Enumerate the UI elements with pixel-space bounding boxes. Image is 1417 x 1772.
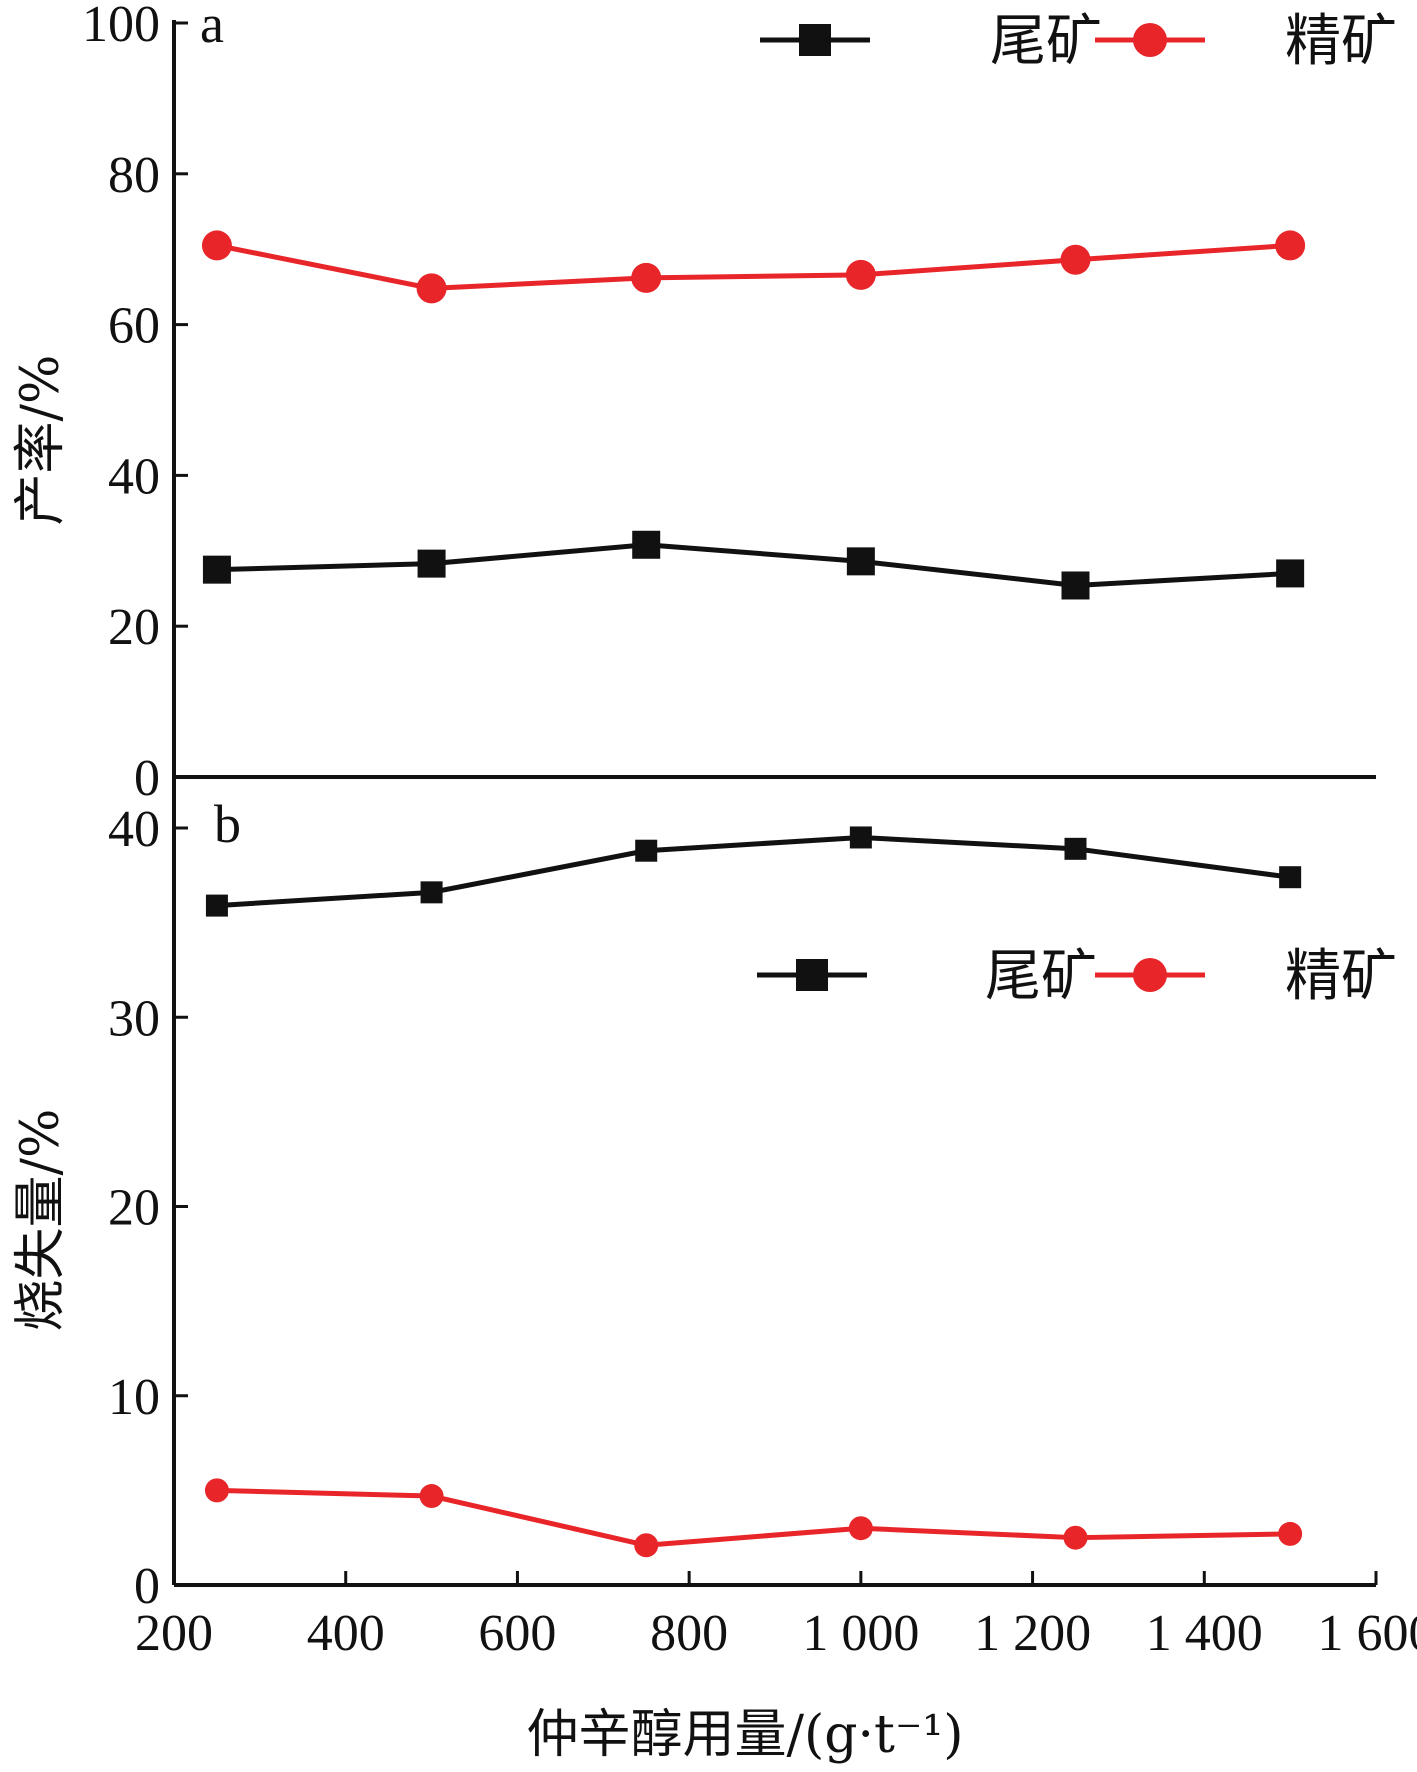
concentrate-point-marker [1275, 230, 1306, 261]
legend-tailings-marker [796, 959, 828, 991]
x-tick-label: 1 200 [974, 1605, 1091, 1662]
tailings-point-marker [205, 894, 228, 917]
concentrate-point-marker [416, 273, 447, 304]
tailings-series-line [216, 542, 1291, 588]
y-tick-label: 20 [108, 1180, 160, 1237]
legend-tailings-label: 尾矿 [990, 9, 1102, 74]
x-tick-label: 200 [135, 1605, 213, 1662]
tailings-point-marker [1276, 559, 1305, 588]
tailings-point-marker [849, 826, 872, 849]
legend-concentrate-marker [1133, 23, 1167, 57]
panel-b-y-axis-title: 烧失量/% [11, 1109, 71, 1332]
concentrate-point-marker [1060, 244, 1091, 275]
concentrate-point-marker [201, 230, 232, 261]
legend-concentrate-label: 精矿 [1285, 944, 1397, 1009]
legend-tailings-marker [799, 24, 831, 56]
panel-a: a 0 20 40 60 80 100 尾矿 精矿 [82, 0, 1397, 807]
y-tick-label: 30 [108, 990, 160, 1047]
concentrate-point-marker [634, 1533, 659, 1558]
x-axis-title: 仲辛醇用量/(g·t⁻¹) [526, 1705, 963, 1765]
y-tick-label: 20 [108, 599, 160, 656]
concentrate-series-line [216, 242, 1291, 291]
y-tick-label: 40 [108, 448, 160, 505]
x-ticks: 200 400 600 800 1 000 1 200 1 400 1 600 [135, 1571, 1417, 1662]
tailings-point-marker [202, 555, 231, 584]
legend-tailings-label: 尾矿 [985, 944, 1097, 1009]
concentrate-point-marker [204, 1478, 229, 1503]
y-tick-label: 0 [134, 1558, 160, 1615]
panel-b: b 0 10 20 30 40 尾矿 精矿 [108, 794, 1397, 1615]
legend-concentrate-label: 精矿 [1285, 9, 1397, 74]
tailings-point-marker [1061, 571, 1090, 600]
y-tick-label: 40 [108, 801, 160, 858]
x-tick-label: 1 400 [1146, 1605, 1263, 1662]
tailings-point-marker [1279, 866, 1302, 889]
concentrate-point-marker [631, 262, 662, 293]
y-tick-label: 100 [82, 0, 160, 53]
x-tick-label: 1 600 [1318, 1605, 1417, 1662]
tailings-point-marker [417, 549, 446, 578]
x-tick-label: 600 [478, 1605, 556, 1662]
y-tick-label: 60 [108, 298, 160, 355]
concentrate-point-marker [419, 1484, 444, 1509]
y-tick-label: 80 [108, 147, 160, 204]
tailings-point-marker [420, 881, 443, 904]
tailings-series-line [216, 834, 1291, 909]
tailings-point-marker [846, 547, 875, 576]
tailings-point-marker [1064, 837, 1087, 860]
tailings-point-marker [635, 839, 658, 862]
concentrate-point-marker [1278, 1521, 1303, 1546]
axes-frame [172, 20, 1376, 1587]
concentrate-point-marker [1063, 1525, 1088, 1550]
panel-a-y-axis-title: 产率/% [11, 355, 71, 526]
concentrate-point-marker [848, 1516, 873, 1541]
y-tick-label: 0 [134, 750, 160, 807]
x-tick-label: 800 [650, 1605, 728, 1662]
panel-b-letter: b [214, 794, 241, 854]
y-tick-label: 10 [108, 1369, 160, 1426]
legend-concentrate-marker [1133, 958, 1167, 992]
x-tick-label: 1 000 [802, 1605, 919, 1662]
concentrate-point-marker [845, 259, 876, 290]
tailings-point-marker [632, 530, 661, 559]
x-tick-label: 400 [307, 1605, 385, 1662]
concentrate-series-line [216, 1487, 1291, 1548]
panel-a-letter: a [200, 0, 224, 54]
